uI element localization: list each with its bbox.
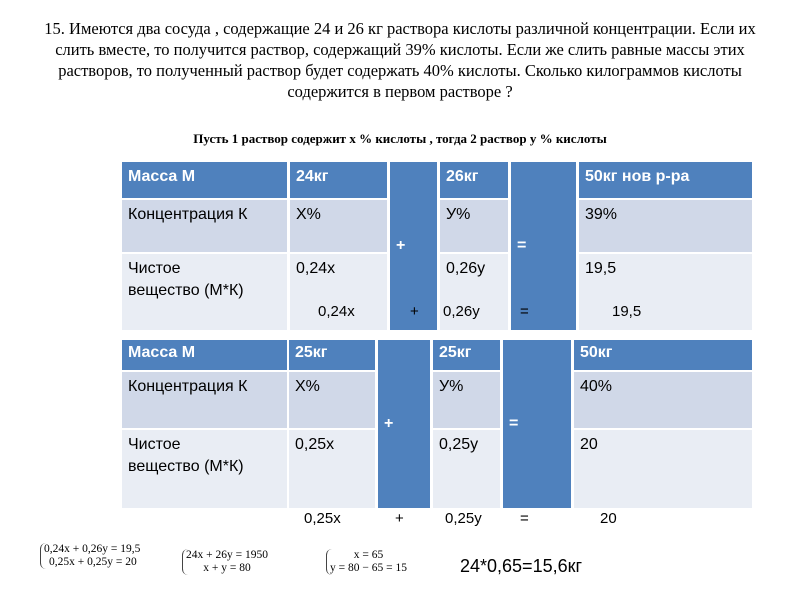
pure-1: 0,24х xyxy=(290,254,387,330)
answer: 24*0,65=15,6кг xyxy=(460,556,583,576)
pure-1: 0,25х xyxy=(289,430,375,508)
header-mass: Масса М xyxy=(122,162,287,198)
eq1-term-1: 0,24х xyxy=(318,303,355,320)
eq2-equals: = xyxy=(520,510,529,527)
eq1-term-2: 0,26у xyxy=(443,303,480,320)
assumption-text: Пусть 1 раствор содержит х % кислоты , т… xyxy=(193,131,607,146)
pure-total: 19,5 xyxy=(579,254,752,330)
header-mass-1: 24кг xyxy=(290,162,387,198)
system-1-line-2: 0,25x + 0,25y = 20 xyxy=(49,556,137,568)
pure-total: 20 xyxy=(574,430,752,508)
equals-column: = xyxy=(511,162,576,330)
conc-1: Х% xyxy=(290,200,387,252)
plus-column: + xyxy=(390,162,437,330)
system-3: x = 65 y = 80 − 65 = 15 xyxy=(326,549,407,575)
eq2-result: 20 xyxy=(600,510,617,527)
system-2-line-2: x + y = 80 xyxy=(203,562,251,574)
system-2: 24x + 26y = 1950 x + y = 80 xyxy=(182,549,268,575)
label-pure-substance: Чистое вещество (М*К) xyxy=(122,254,287,330)
header-mass-total: 50кг xyxy=(574,340,752,370)
equals-column: = xyxy=(503,340,571,508)
eq2-term-1: 0,25х xyxy=(304,510,341,527)
system-1-line-1: 0,24x + 0,26y = 19,5 xyxy=(44,543,141,555)
label-pure-substance: Чистое вещество (М*К) xyxy=(122,430,287,508)
conc-2: У% xyxy=(433,372,500,428)
system-1: 0,24x + 0,26y = 19,5 0,25x + 0,25y = 20 xyxy=(40,543,140,569)
pure-2: 0,25у xyxy=(433,430,500,508)
system-3-line-1: x = 65 xyxy=(353,549,384,561)
header-mass-2: 26кг xyxy=(440,162,508,198)
eq2-term-2: 0,25у xyxy=(445,510,482,527)
problem-title: 15. Имеются два сосуда , содержащие 24 и… xyxy=(44,19,756,101)
header-mass-2: 25кг xyxy=(433,340,500,370)
conc-total: 39% xyxy=(579,200,752,252)
plus-column: + xyxy=(378,340,430,508)
system-2-line-1: 24x + 26y = 1950 xyxy=(186,549,268,561)
system-3-line-2: y = 80 − 65 = 15 xyxy=(330,562,407,574)
header-mass-1: 25кг xyxy=(289,340,375,370)
conc-total: 40% xyxy=(574,372,752,428)
label-concentration: Концентрация К xyxy=(122,200,287,252)
pure-2: 0,26у xyxy=(440,254,508,330)
eq1-plus: + xyxy=(410,303,419,320)
header-mass-total: 50кг нов р-ра xyxy=(579,162,752,198)
label-concentration: Концентрация К xyxy=(122,372,287,428)
eq1-equals: = xyxy=(520,303,529,320)
header-mass: Масса М xyxy=(122,340,287,370)
conc-1: Х% xyxy=(289,372,375,428)
conc-2: У% xyxy=(440,200,508,252)
eq2-plus: + xyxy=(395,510,404,527)
eq1-result: 19,5 xyxy=(612,303,642,320)
